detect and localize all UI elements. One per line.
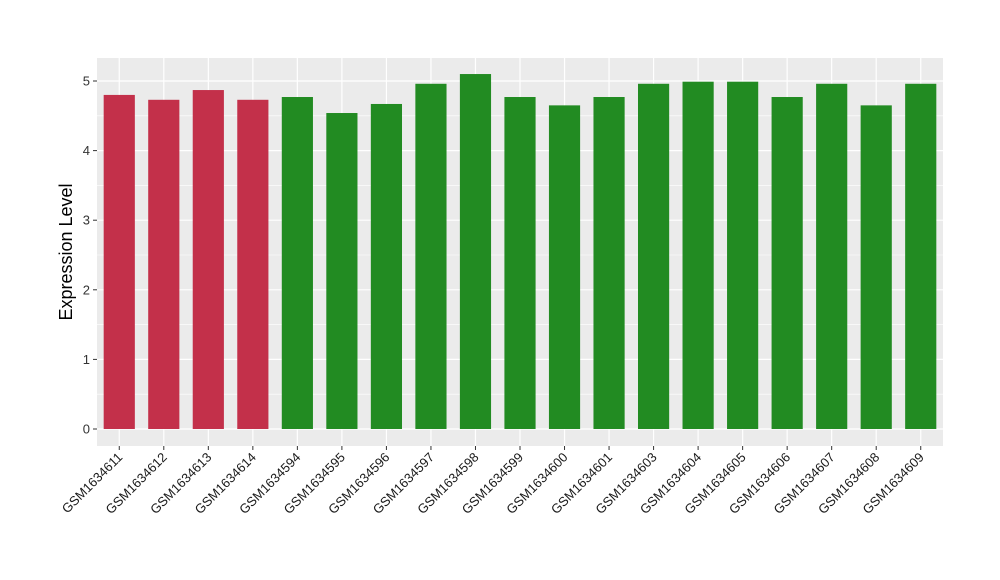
bar-GSM1634599 [504,97,536,430]
y-axis-title: Expression Level [56,183,76,320]
bar-GSM1634604 [682,81,714,430]
bar-GSM1634613 [192,90,224,429]
bar-GSM1634614 [237,99,269,430]
bar-GSM1634605 [727,81,759,430]
bar-GSM1634612 [148,99,180,430]
bar-GSM1634594 [281,97,313,430]
y-tick-label: 1 [83,352,90,367]
y-axis: 0 1 2 3 4 5 [83,74,97,437]
bar-GSM1634597 [415,83,447,429]
x-axis: GSM1634611GSM1634612GSM1634613GSM1634614… [59,446,927,517]
bar-GSM1634609 [905,83,937,429]
bar-GSM1634608 [860,105,892,430]
bar-GSM1634596 [370,103,403,429]
bar-layer [103,74,937,430]
y-tick-label: 3 [83,213,90,228]
bar-GSM1634601 [593,97,625,430]
bar-GSM1634607 [816,83,848,429]
y-tick-label: 5 [83,74,90,89]
y-tick-label: 2 [83,282,90,297]
bar-GSM1634606 [771,97,803,430]
bar-GSM1634603 [637,83,670,429]
y-tick-label: 0 [83,422,90,437]
bar-GSM1634598 [459,74,492,429]
bar-GSM1634595 [326,113,358,430]
bar-GSM1634600 [548,105,581,430]
bar-GSM1634611 [103,94,135,430]
y-tick-label: 4 [83,143,90,158]
